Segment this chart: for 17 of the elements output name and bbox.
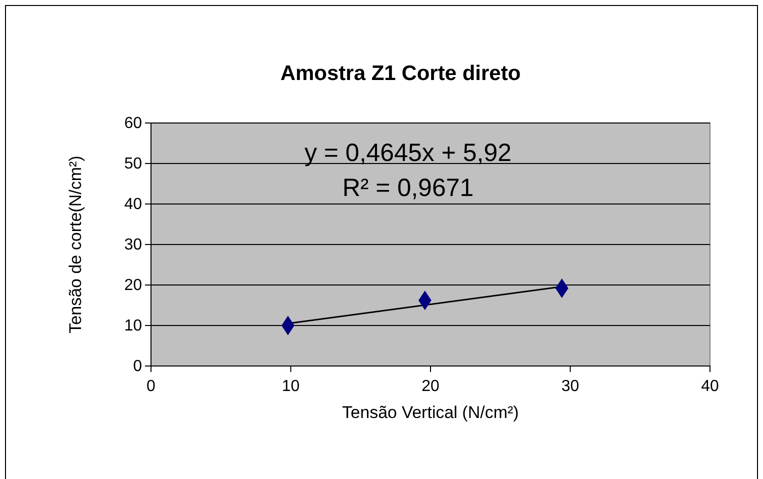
annotation: R² = 0,9671 — [342, 174, 474, 202]
y-tick-label: 20 — [124, 277, 142, 294]
x-tick-label: 10 — [282, 378, 300, 395]
y-tick-label: 0 — [133, 358, 142, 376]
y-axis-title: Tensão de corte(N/cm²) — [66, 156, 85, 334]
x-tick-label: 30 — [561, 378, 580, 395]
x-tick-label: 0 — [146, 378, 156, 395]
annotation: y = 0,4645x + 5,92 — [304, 139, 512, 167]
x-axis-title: Tensão Vertical (N/cm²) — [342, 403, 519, 422]
x-tick-label: 40 — [701, 378, 719, 395]
y-tick-label: 10 — [124, 318, 142, 335]
y-tick-label: 30 — [124, 236, 142, 254]
x-tick-label: 20 — [422, 378, 440, 395]
chart-title: Amostra Z1 Corte direto — [280, 62, 521, 85]
y-tick-label: 40 — [124, 196, 142, 214]
y-tick-label: 50 — [124, 156, 142, 173]
y-tick-label: 60 — [124, 115, 142, 132]
